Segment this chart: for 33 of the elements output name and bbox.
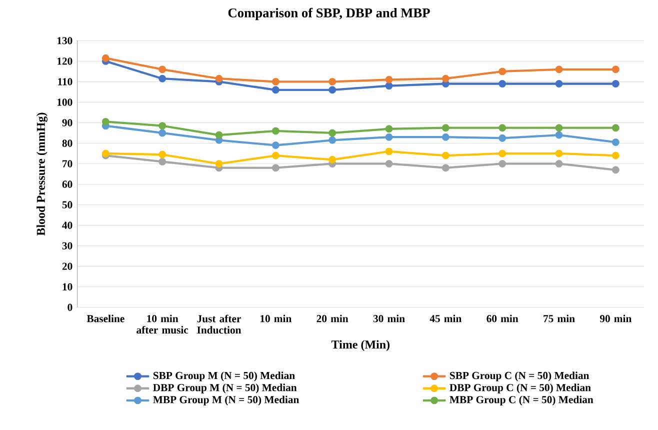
- y-tick-label: 0: [68, 304, 72, 311]
- x-tick-label: 75 min: [544, 314, 575, 322]
- legend-label: MBP Group C (N = 50) Median: [450, 396, 594, 406]
- y-tick-label: 50: [62, 201, 72, 208]
- y-tick-label: 120: [57, 58, 72, 65]
- x-tick-label: Just after Induction: [197, 314, 242, 334]
- legend-label: SBP Group M (N = 50) Median: [153, 372, 295, 382]
- y-tick-label: 80: [62, 140, 72, 147]
- y-tick-label: 40: [62, 222, 72, 229]
- x-tick-label: 20 min: [316, 314, 348, 322]
- x-tick-label: 45 min: [430, 314, 462, 322]
- x-tick-label: 10 min after music: [136, 314, 188, 334]
- y-tick-label: 10: [62, 283, 72, 290]
- chart-title: Comparison of SBP, DBP and MBP: [228, 8, 430, 20]
- y-tick-label: 100: [57, 98, 72, 106]
- y-tick-label: 60: [62, 180, 72, 188]
- y-axis-title: Blood Pressure (mmHg): [36, 112, 48, 236]
- x-tick-label: Baseline: [86, 314, 124, 322]
- y-tick-label: 130: [57, 37, 72, 44]
- legend-label: MBP Group M (N = 50) Median: [153, 396, 300, 406]
- y-tick-label: 90: [62, 119, 72, 126]
- legend-label: DBP Group C (N = 50) Median: [450, 384, 591, 394]
- y-tick-label: 70: [62, 160, 72, 168]
- x-tick-label: 30 min: [373, 314, 405, 322]
- legend-label: SBP Group C (N = 50) Median: [450, 372, 590, 382]
- legend-label: DBP Group M (N = 50) Median: [153, 384, 297, 394]
- x-tick-label: 60 min: [486, 314, 518, 322]
- y-tick-label: 110: [58, 78, 72, 86]
- x-axis-title: Time (Min): [331, 340, 390, 352]
- y-tick-label: 30: [62, 242, 72, 250]
- x-tick-label: 10 min: [260, 314, 292, 322]
- x-tick-label: 90 min: [600, 314, 632, 322]
- y-tick-label: 20: [62, 262, 72, 270]
